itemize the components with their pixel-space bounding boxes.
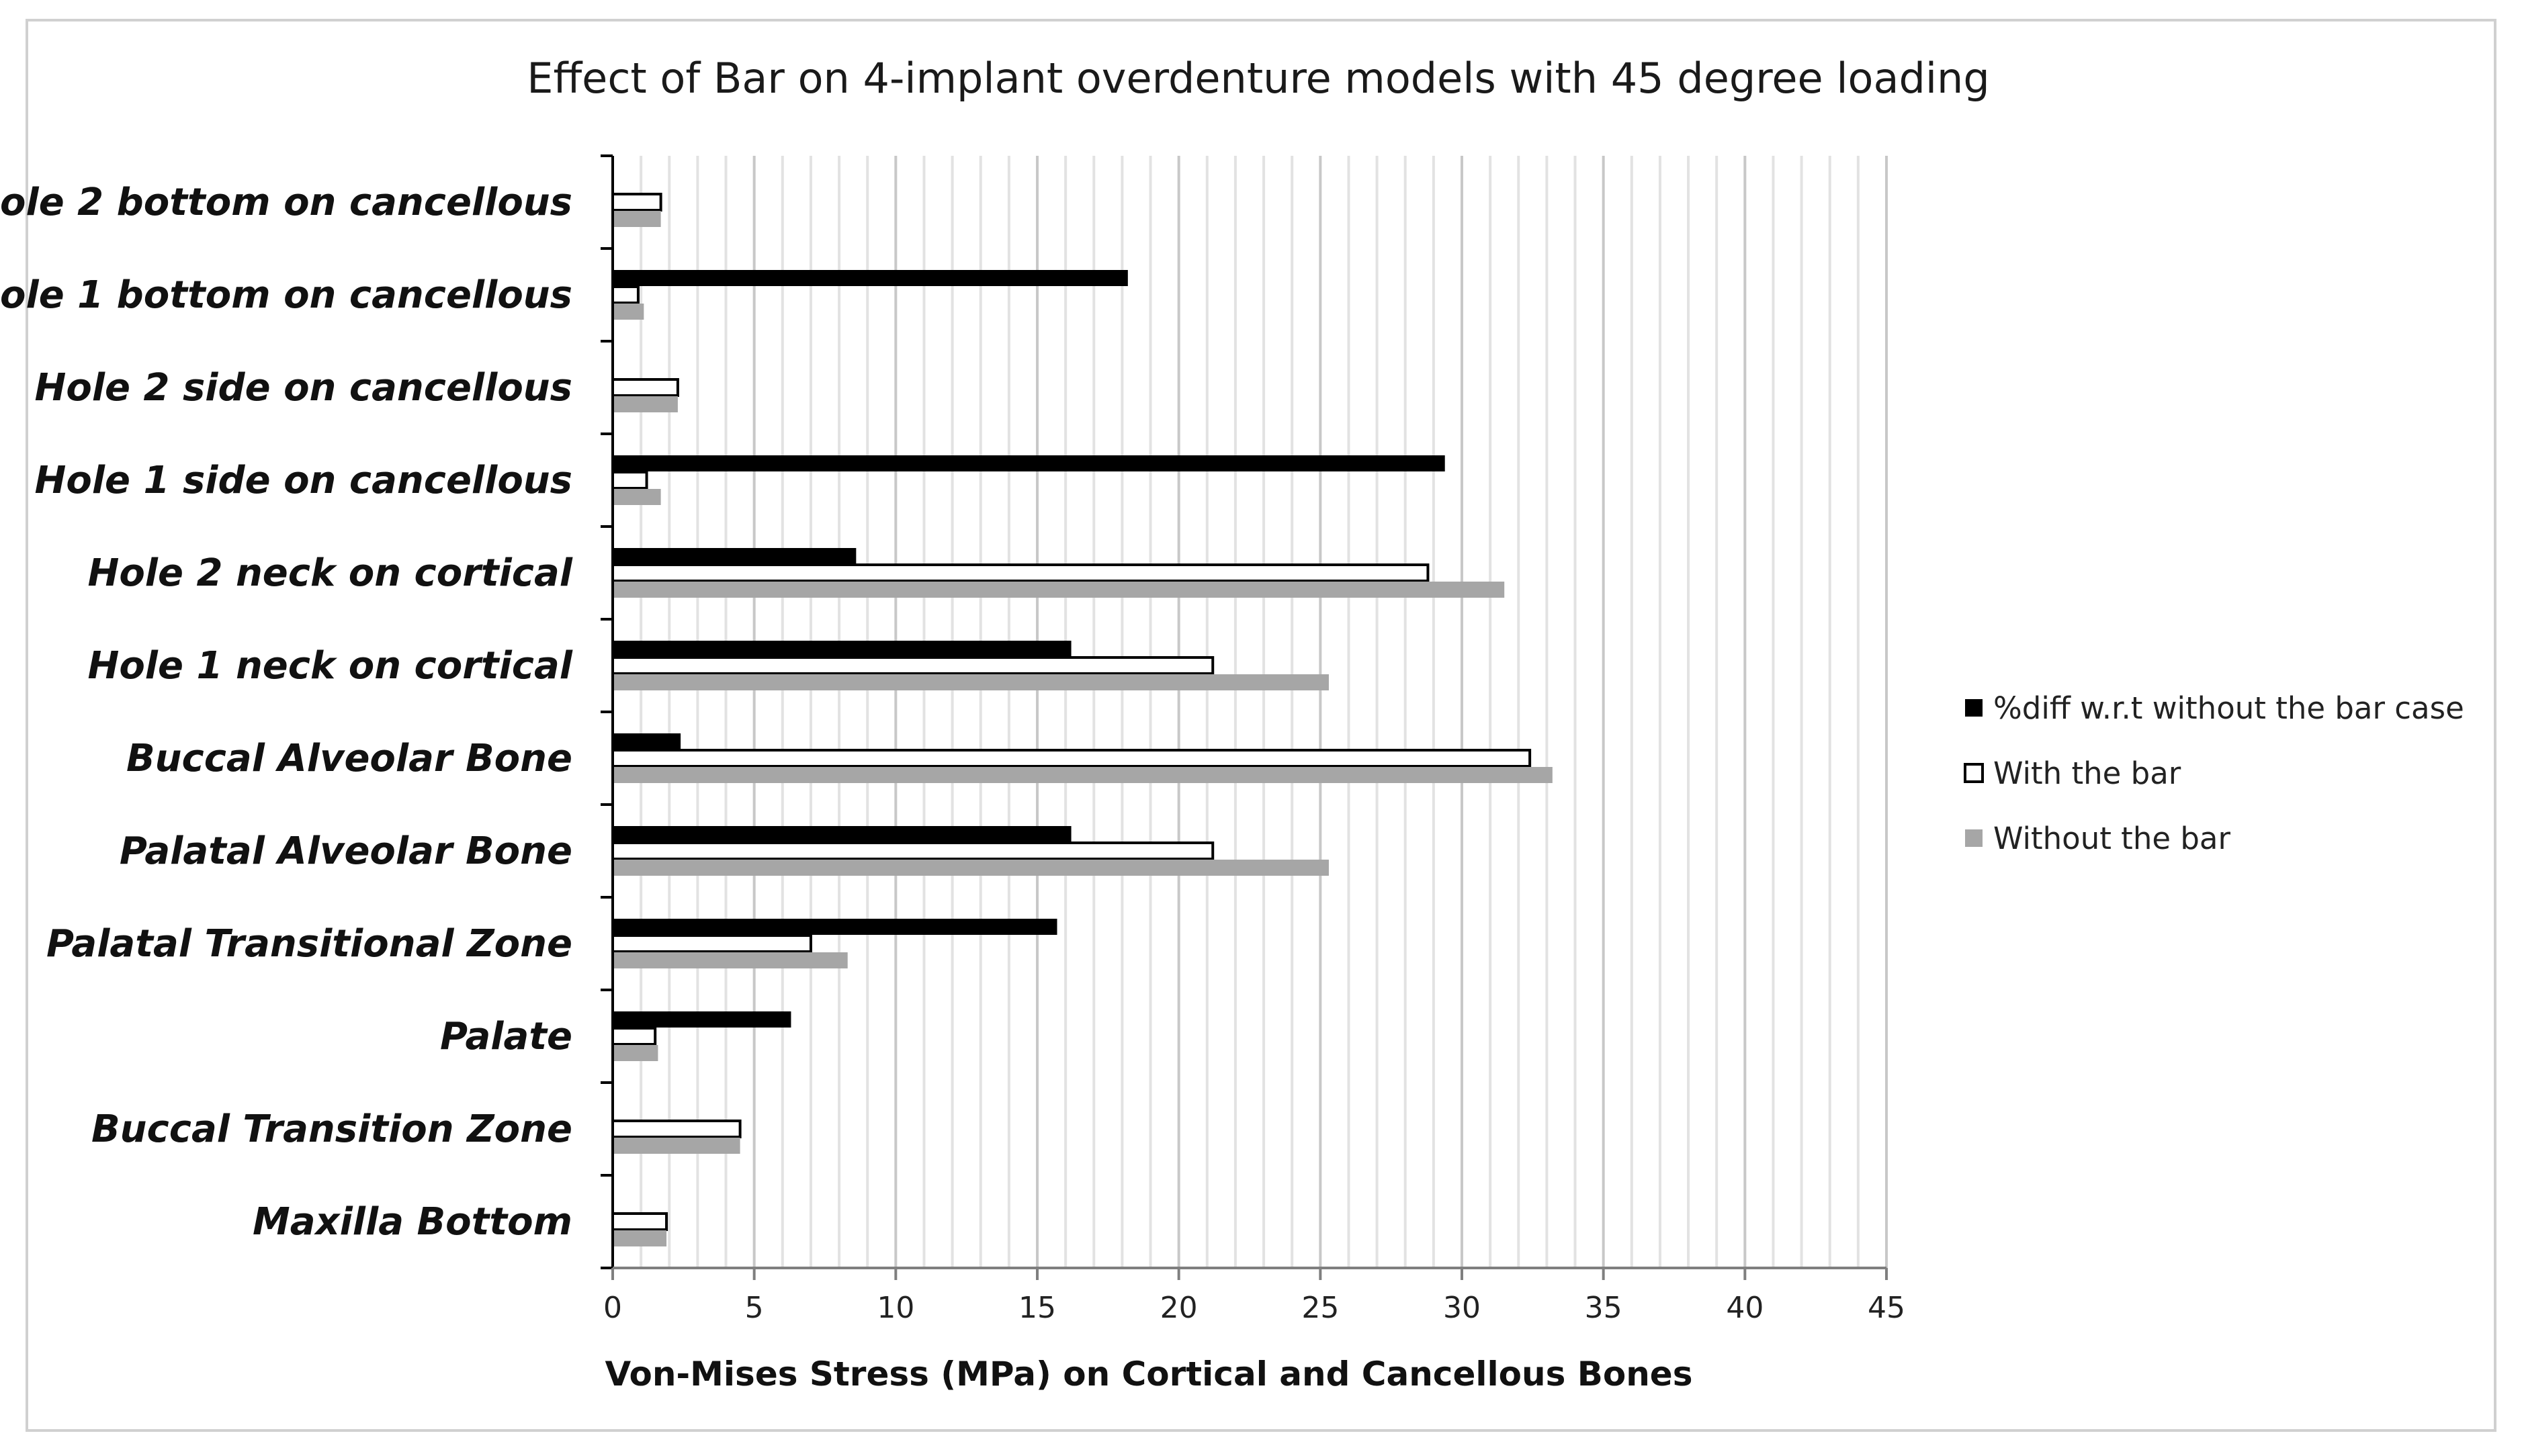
bar-without-bar (613, 860, 1329, 876)
bar-with-bar (611, 656, 1215, 675)
x-tick-label: 15 (1018, 1291, 1056, 1325)
bar-without-bar (613, 767, 1553, 783)
category-label: Hole 1 side on cancellous (35, 459, 573, 502)
legend-label: With the bar (1993, 756, 2181, 791)
bar-with-bar (611, 1027, 657, 1046)
bar-with-bar (611, 1212, 668, 1231)
bar-without-bar (613, 396, 678, 412)
category-label: Palatal Transitional Zone (46, 922, 572, 966)
x-tick-label: 10 (877, 1291, 914, 1325)
bar-with-bar (611, 193, 662, 212)
bar-without-bar (613, 304, 644, 320)
category-label: Buccal Transition Zone (91, 1107, 572, 1151)
category-label: Buccal Alveolar Bone (126, 737, 572, 780)
legend-swatch-with-bar (1964, 763, 1984, 783)
bar-with-bar (611, 1120, 742, 1138)
x-tick-label: 20 (1160, 1291, 1198, 1325)
ticks-layer: 0 5 10 15 20 25 30 35 40 45 (603, 1268, 1905, 1325)
legend: %diff w.r.t without the bar case With the… (1964, 690, 2464, 856)
bar-without-bar (613, 1230, 667, 1246)
bar-with-bar (611, 563, 1430, 582)
grid-layer (640, 156, 1888, 1268)
category-label: Maxilla Bottom (253, 1200, 572, 1244)
x-axis-title: Von-Mises Stress (MPa) on Cortical and C… (605, 1355, 1693, 1394)
axes-layer (601, 154, 1886, 1269)
bar-without-bar (613, 1045, 658, 1061)
category-label: Palatal Alveolar Bone (120, 829, 572, 873)
bar-diff (613, 548, 857, 564)
category-label: Hole 2 side on cancellous (35, 366, 573, 410)
bar-without-bar (613, 582, 1505, 598)
bar-with-bar (611, 378, 679, 397)
legend-label: Without the bar (1993, 821, 2230, 856)
category-label: Hole 2 neck on cortical (87, 551, 572, 595)
x-tick-label: 40 (1726, 1291, 1764, 1325)
bar-diff (613, 919, 1057, 935)
bar-without-bar (613, 489, 661, 505)
bar-without-bar (613, 674, 1329, 690)
legend-swatch-diff (1965, 699, 1983, 717)
bar-with-bar (611, 749, 1532, 768)
bar-without-bar (613, 1138, 740, 1154)
bar-diff (613, 733, 681, 749)
category-label: Hole 1 neck on cortical (87, 644, 572, 688)
x-tick-label: 5 (745, 1291, 764, 1325)
bar-without-bar (613, 211, 661, 227)
bars-layer (611, 193, 1553, 1246)
bar-with-bar (611, 285, 640, 304)
bar-with-bar (611, 841, 1215, 860)
category-label: Hole 2 bottom on cancellous (0, 181, 572, 224)
bar-diff (613, 826, 1072, 842)
category-labels: Hole 2 bottom on cancellous Hole 1 bottom… (0, 181, 573, 1244)
x-tick-label: 30 (1443, 1291, 1481, 1325)
chart-title: Effect of Bar on 4-implant overdenture m… (527, 54, 1989, 103)
category-label: Palate (440, 1015, 572, 1058)
bar-without-bar (613, 952, 848, 968)
legend-swatch-without-bar (1965, 829, 1983, 847)
legend-label: %diff w.r.t without the bar case (1993, 690, 2464, 726)
x-tick-label: 0 (603, 1291, 622, 1325)
bar-with-bar (611, 471, 648, 490)
category-label: Hole 1 bottom on cancellous (0, 273, 572, 317)
x-tick-label: 45 (1868, 1291, 1905, 1325)
bar-with-bar (611, 934, 812, 953)
bar-diff (613, 270, 1128, 286)
bar-diff (613, 1011, 791, 1028)
bar-diff (613, 641, 1072, 657)
x-tick-label: 25 (1301, 1291, 1339, 1325)
bar-diff (613, 455, 1445, 471)
chart-border (26, 19, 2496, 1432)
x-tick-label: 35 (1585, 1291, 1622, 1325)
